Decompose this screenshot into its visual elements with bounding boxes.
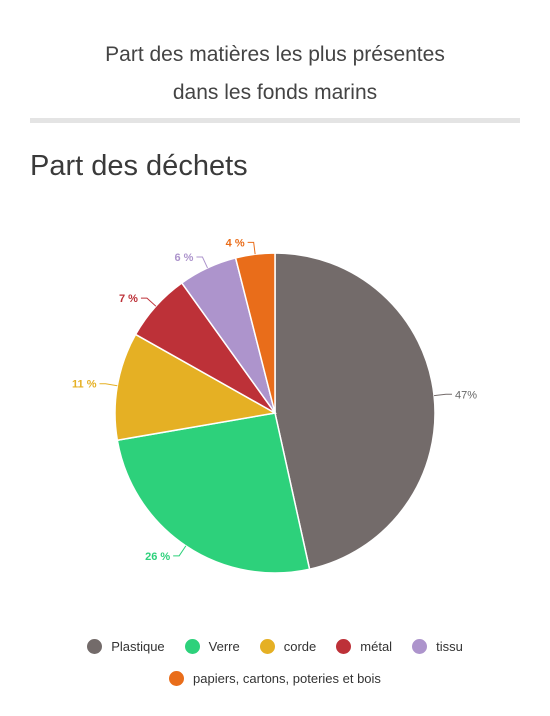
pie-slice-0	[274, 252, 436, 571]
pie-leader-line-3	[140, 297, 157, 307]
pie-leader-line-4	[196, 256, 208, 269]
pie-leader-line-1	[173, 545, 187, 557]
pie-leader-line-2	[99, 383, 118, 387]
legend-label-1: Verre	[208, 638, 240, 654]
legend-swatch-0	[87, 638, 103, 654]
pie-data-label-4: 6 %	[174, 252, 193, 264]
legend-label-3: métal	[360, 638, 393, 654]
legend-row: papiers, cartons, poteries et bois	[0, 662, 550, 694]
pie-slice-2	[114, 333, 278, 442]
legend-swatch-4	[412, 638, 428, 654]
legend-label-4: tissu	[436, 638, 463, 654]
pie-leader-line-0	[433, 393, 452, 397]
pie-data-label-0: 47%	[455, 389, 477, 401]
legend-item-0: Plastique	[87, 638, 165, 654]
chart-legend: Plastique Verre corde métal tissu papiers, c…	[0, 630, 550, 694]
legend-swatch-1	[184, 638, 200, 654]
pie-data-label-5: 4 %	[226, 237, 245, 249]
pie-chart: 47% 26 % 11 % 7 % 6 % 4 %	[72, 237, 477, 574]
legend-row: Plastique Verre corde métal tissu	[0, 630, 550, 662]
page-title-line-2: dans les fonds marins	[172, 81, 378, 104]
header-divider	[30, 118, 520, 123]
legend-label-0: Plastique	[111, 638, 165, 654]
legend-item-4: tissu	[412, 638, 463, 654]
legend-item-3: métal	[336, 638, 393, 654]
legend-swatch-2	[259, 638, 275, 654]
legend-item-5: papiers, cartons, poteries et bois	[169, 670, 381, 686]
legend-swatch-3	[336, 638, 352, 654]
page-header: Part des matières les plus présentes dan…	[30, 0, 520, 112]
pie-data-label-1: 26 %	[145, 551, 170, 563]
legend-label-5: papiers, cartons, poteries et bois	[193, 670, 381, 686]
legend-swatch-5	[169, 670, 185, 686]
chart-title: Part des déchets	[30, 150, 248, 182]
legend-label-2: corde	[283, 638, 317, 654]
pie-slice-1	[116, 412, 311, 574]
legend-item-1: Verre	[184, 638, 240, 654]
legend-item-2: corde	[259, 638, 317, 654]
pie-data-label-3: 7 %	[119, 293, 138, 305]
pie-data-label-2: 11 %	[72, 379, 97, 391]
pie-leader-line-5	[247, 241, 256, 255]
page-title-line-1: Part des matières les plus présentes	[105, 43, 445, 66]
